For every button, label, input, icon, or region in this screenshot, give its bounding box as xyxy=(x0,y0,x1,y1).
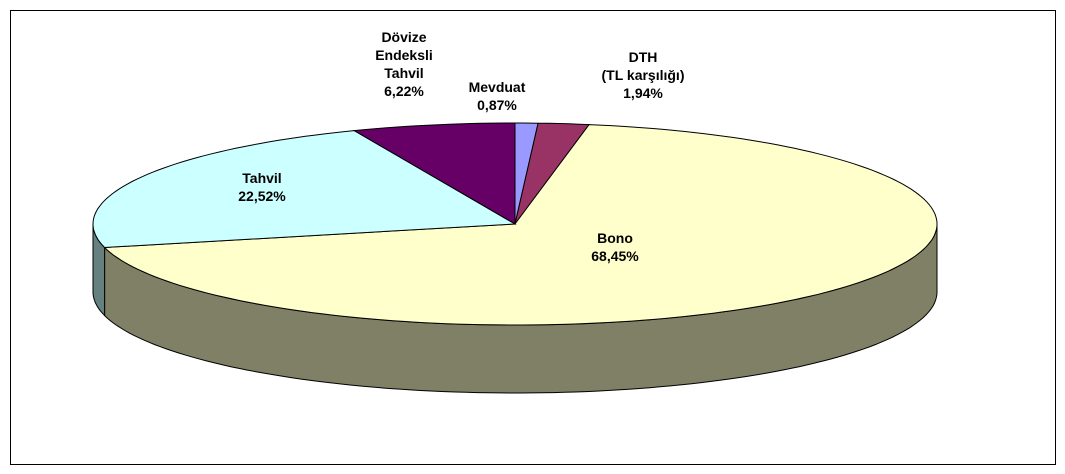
pie-slice xyxy=(103,124,938,326)
value-label: 6,22% xyxy=(384,83,424,99)
slice-label: Bono 68,45% xyxy=(591,230,639,264)
category-label: (TL karşılığı) xyxy=(602,67,685,83)
slice-label: DTH (TL karşılığı) 1,94% xyxy=(602,49,685,101)
value-label: 22,52% xyxy=(238,188,286,204)
value-label: 1,94% xyxy=(623,85,663,101)
category-label: Endeksli xyxy=(375,47,433,63)
slice-label: Mevduat 0,87% xyxy=(469,79,526,113)
category-label: DTH xyxy=(629,49,658,65)
pie-slice xyxy=(352,122,516,225)
value-label: 68,45% xyxy=(591,248,639,264)
slice-label: Tahvil 22,52% xyxy=(238,170,286,204)
category-label: Tahvil xyxy=(384,65,423,81)
value-label: 0,87% xyxy=(477,97,517,113)
category-label: Bono xyxy=(597,230,633,246)
category-label: Mevduat xyxy=(469,79,526,95)
slice-label: Dövize Endeksli Tahvil 6,22% xyxy=(375,29,433,99)
category-label: Tahvil xyxy=(242,170,281,186)
pie-slice xyxy=(92,130,517,249)
pie-tops xyxy=(92,122,938,326)
pie-labels: Mevduat 0,87% DTH (TL karşılığı) 1,94% Bono 68… xyxy=(238,29,684,264)
category-label: Dövize xyxy=(381,29,426,45)
